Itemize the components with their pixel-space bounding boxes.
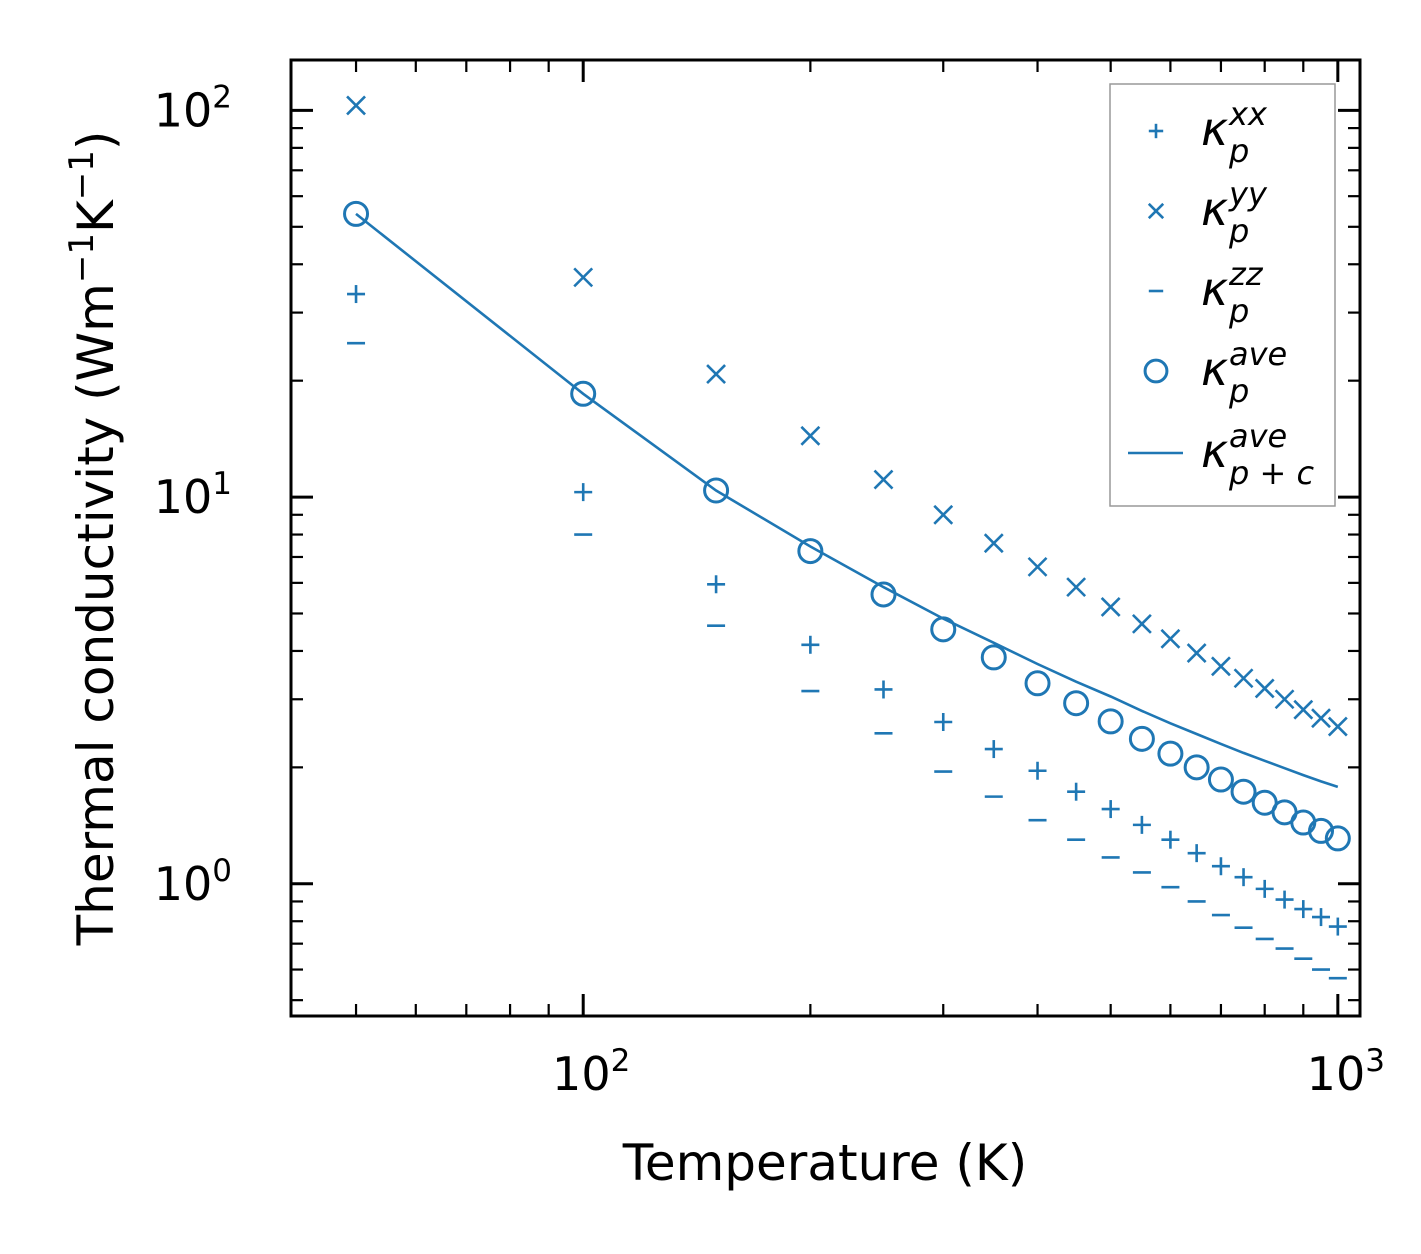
data-point <box>797 538 824 565</box>
legend-superscript: ave <box>1229 335 1287 373</box>
data-point <box>573 267 594 288</box>
data-point <box>1207 766 1234 793</box>
series-line <box>355 212 1339 789</box>
data-point <box>343 200 370 227</box>
data-point <box>1067 782 1086 801</box>
plot-marks <box>343 95 1351 980</box>
y-tick-label: 101 <box>154 466 232 524</box>
data-point <box>1131 613 1152 634</box>
data-point <box>1328 917 1347 936</box>
data-point <box>1211 857 1230 876</box>
data-point <box>1311 708 1331 729</box>
data-point <box>1274 689 1295 710</box>
data-point <box>800 425 821 446</box>
data-point <box>574 483 593 502</box>
data-point <box>707 575 726 594</box>
legend-subscript: p <box>1228 132 1249 170</box>
series-kappa_p_xx <box>347 285 1347 936</box>
legend-box <box>1109 83 1336 507</box>
legend-label: κ <box>1201 102 1228 156</box>
legend-entry-kappa_p_xx: κ xxp <box>1148 95 1268 170</box>
data-point <box>873 469 894 490</box>
legend-entry-kappa_p_yy: κ yyp <box>1147 175 1268 250</box>
legend-marker <box>1147 202 1165 220</box>
y-axis-title: Thermal conductivity (Wm−1K−1) <box>62 131 125 947</box>
data-point <box>1100 596 1121 617</box>
data-point <box>1233 668 1254 689</box>
series-kappa_p_ave <box>343 200 1351 852</box>
data-point <box>1101 800 1120 819</box>
legend-label: κ <box>1201 342 1228 396</box>
legend-label: κ <box>1201 424 1228 478</box>
legend-entry-kappa_p_zz: κ zzp <box>1148 255 1264 330</box>
legend-label: κ <box>1201 262 1228 316</box>
data-point <box>1211 656 1231 677</box>
data-point <box>801 635 820 654</box>
data-point <box>706 364 727 385</box>
data-point <box>1063 690 1090 717</box>
data-point <box>934 713 953 732</box>
data-point <box>346 95 366 116</box>
data-point <box>703 477 730 504</box>
data-point <box>1128 725 1155 752</box>
data-point <box>1230 778 1257 805</box>
legend-subscript: p <box>1228 212 1249 250</box>
series-kappa_p_c_ave <box>355 212 1339 789</box>
data-point <box>984 740 1003 759</box>
legend-superscript: zz <box>1228 255 1264 293</box>
data-point <box>1308 817 1335 844</box>
data-point <box>1183 754 1210 781</box>
x-tick-label: 103 <box>1307 1043 1385 1101</box>
data-point <box>570 380 597 407</box>
data-point <box>1024 670 1051 697</box>
data-point <box>874 680 893 699</box>
data-point <box>1312 908 1331 927</box>
data-point <box>1028 761 1047 780</box>
data-point <box>1293 699 1314 720</box>
legend-superscript: yy <box>1228 175 1268 213</box>
data-point <box>1161 830 1180 849</box>
legend-superscript: xx <box>1228 95 1268 133</box>
data-point <box>1234 868 1253 887</box>
x-tick-label: 102 <box>552 1043 630 1101</box>
legend-subscript: p + c <box>1228 454 1314 492</box>
data-point <box>980 644 1007 671</box>
data-point <box>1157 740 1184 767</box>
data-point <box>347 285 366 304</box>
legend-superscript: ave <box>1229 417 1287 455</box>
legend-subscript: p <box>1228 292 1249 330</box>
data-point <box>1186 643 1207 663</box>
data-point <box>1132 815 1151 834</box>
x-axis-title: Temperature (K) <box>622 1134 1027 1192</box>
data-point <box>1324 825 1351 852</box>
y-tick-label: 100 <box>154 853 232 911</box>
data-point <box>1187 844 1206 863</box>
legend-marker <box>1148 123 1164 139</box>
legend-label: κ <box>1201 182 1228 236</box>
data-point <box>1160 628 1181 649</box>
legend-marker <box>1143 358 1169 384</box>
tick-labels: 102 103 100 101 102 <box>154 79 1385 1101</box>
data-point <box>1066 577 1087 598</box>
legend-subscript: p <box>1228 372 1249 410</box>
data-point <box>1255 879 1274 898</box>
data-point <box>1027 556 1048 577</box>
series-kappa_p_yy <box>346 95 1348 737</box>
series-kappa_p_zz <box>347 341 1347 980</box>
data-point <box>933 504 954 525</box>
data-point <box>1294 900 1313 919</box>
plot-frame <box>289 58 1362 1018</box>
data-point <box>1097 708 1124 735</box>
data-point <box>983 533 1004 554</box>
y-tick-label: 102 <box>154 79 232 137</box>
data-point <box>1254 678 1275 699</box>
data-point <box>1275 890 1294 909</box>
axis-ticks <box>291 60 1360 1016</box>
data-point <box>1327 716 1348 737</box>
